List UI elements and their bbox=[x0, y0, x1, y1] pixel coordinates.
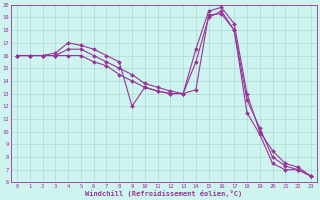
X-axis label: Windchill (Refroidissement éolien,°C): Windchill (Refroidissement éolien,°C) bbox=[85, 190, 243, 197]
